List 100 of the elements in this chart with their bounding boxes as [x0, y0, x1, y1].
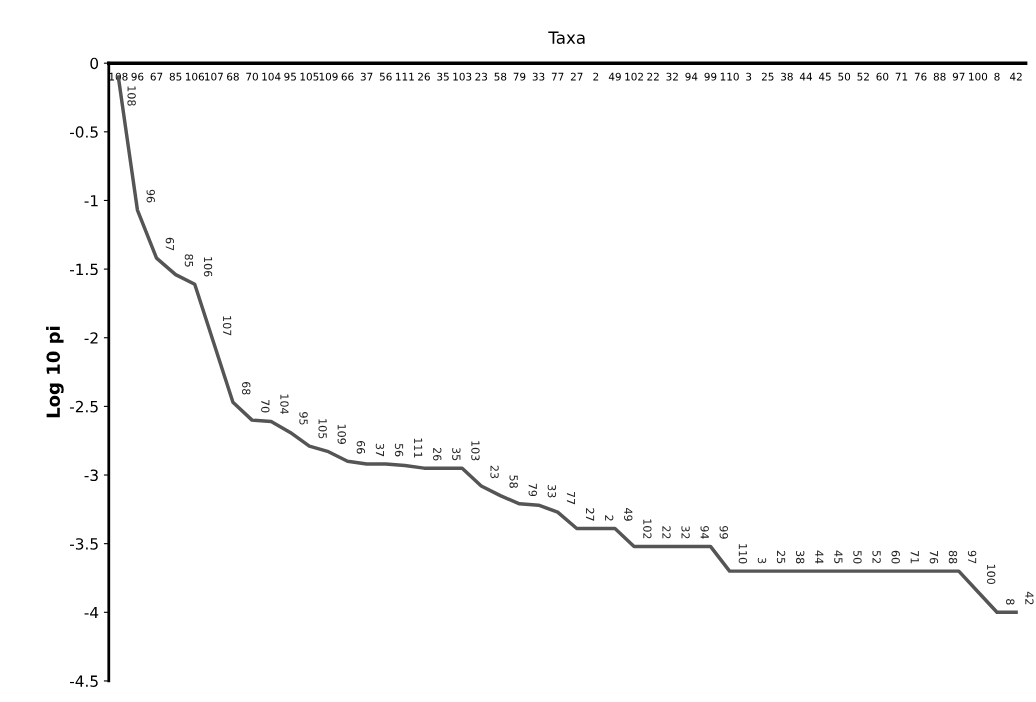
annotation: 44: [815, 550, 824, 564]
x-tick-label: 96: [131, 72, 144, 81]
annotation: 99: [719, 526, 728, 539]
annotation: 95: [299, 412, 308, 425]
y-tick-label: -3: [84, 469, 98, 482]
annotation: 104: [280, 394, 289, 414]
x-tick-label: 23: [475, 72, 488, 81]
annotation: 76: [929, 550, 939, 564]
annotation: 109: [337, 424, 346, 444]
x-tick-label: 76: [914, 72, 927, 81]
x-tick-label: 109: [319, 72, 338, 81]
x-tick-label: 105: [300, 72, 319, 81]
x-tick-label: 35: [437, 72, 449, 81]
annotation: 60: [891, 550, 900, 564]
annotation: 107: [222, 316, 232, 336]
y-tick-label: -4: [84, 606, 99, 619]
x-tick-label: 60: [876, 72, 889, 81]
x-tick-label: 8: [994, 72, 1000, 81]
annotation: 8: [1006, 599, 1015, 605]
x-tick-label: 2: [593, 72, 599, 81]
x-tick-label: 97: [952, 72, 965, 81]
x-tick-label: 42: [1009, 72, 1022, 81]
annotation: 66: [356, 440, 366, 454]
x-tick-label: 38: [781, 72, 793, 81]
annotation: 68: [242, 381, 251, 395]
x-tick-label: 58: [494, 72, 507, 81]
x-tick-label: 56: [379, 72, 392, 81]
annotation: 3: [757, 557, 767, 564]
annotation: 50: [853, 550, 862, 564]
y-tick-label: 0: [90, 57, 99, 70]
annotation: 100: [986, 564, 996, 585]
annotation: 23: [490, 465, 499, 479]
annotation: 103: [471, 441, 480, 461]
y-tick-label: -3.5: [70, 538, 98, 550]
annotation: 49: [624, 508, 633, 521]
annotation: 26: [433, 447, 442, 461]
x-tick-label: 95: [284, 72, 296, 81]
annotation: 108: [127, 86, 136, 106]
x-tick-label: 68: [227, 72, 239, 81]
y-tick-label: -2.5: [70, 400, 98, 413]
x-tick-label: 37: [360, 72, 373, 81]
annotation: 42: [1025, 591, 1034, 605]
annotation: 25: [776, 550, 786, 564]
x-tick-label: 106: [185, 72, 205, 81]
x-tick-label: 26: [418, 72, 430, 81]
x-tick-label: 3: [746, 72, 752, 81]
x-tick-label: 94: [685, 72, 698, 81]
annotation: 94: [700, 526, 709, 539]
x-tick-label: 110: [720, 72, 739, 81]
annotation: 79: [528, 483, 537, 497]
x-tick-label: 67: [150, 72, 163, 81]
y-axis-title: Log 10 pi: [46, 326, 64, 418]
x-tick-label: 85: [169, 72, 182, 81]
annotation: 102: [643, 519, 652, 539]
annotation: 97: [967, 550, 977, 564]
x-tick-label: 49: [608, 72, 621, 81]
annotation: 2: [605, 515, 614, 521]
annotation: 111: [414, 438, 423, 458]
annotation: 85: [184, 254, 194, 267]
x-tick-label: 66: [341, 72, 354, 81]
annotation: 27: [586, 508, 595, 521]
y-tick-label: -1: [84, 195, 98, 207]
x-axis-title: Taxa: [548, 31, 585, 44]
x-tick-label: 70: [246, 72, 258, 81]
x-tick-label: 104: [262, 72, 281, 81]
x-tick-label: 100: [969, 72, 988, 81]
x-tick-label: 32: [666, 72, 678, 81]
x-tick-label: 71: [895, 72, 908, 81]
y-tick-label: -4.5: [70, 675, 98, 687]
annotation: 38: [795, 550, 805, 564]
annotation: 88: [948, 550, 958, 564]
annotation: 58: [509, 475, 518, 488]
x-tick-label: 88: [933, 72, 946, 81]
x-tick-label: 27: [570, 72, 583, 81]
x-tick-label: 52: [857, 72, 869, 81]
annotation: 106: [203, 257, 213, 277]
annotation: 35: [452, 447, 461, 461]
annotation: 52: [872, 550, 881, 564]
x-tick-label: 22: [647, 72, 659, 81]
y-tick-label: -0.5: [70, 126, 98, 138]
annotation: 56: [394, 443, 404, 457]
y-tick-label: -1.5: [70, 263, 98, 276]
x-tick-label: 50: [838, 72, 851, 81]
annotation: 71: [910, 550, 919, 564]
annotation: 33: [547, 484, 557, 498]
annotation: 105: [318, 419, 327, 439]
x-tick-label: 102: [625, 72, 643, 81]
annotation: 37: [375, 443, 385, 457]
x-tick-label: 103: [453, 72, 472, 81]
annotation: 96: [146, 189, 155, 203]
x-tick-label: 77: [551, 72, 564, 81]
annotation: 22: [662, 526, 671, 539]
annotation: 32: [681, 526, 690, 539]
x-tick-label: 44: [799, 72, 813, 81]
annotation: 77: [566, 491, 576, 505]
x-tick-label: 107: [205, 72, 223, 81]
x-tick-label: 45: [818, 72, 831, 81]
annotation: 110: [738, 544, 748, 564]
x-tick-label: 25: [761, 72, 774, 81]
annotation: 67: [165, 237, 175, 251]
